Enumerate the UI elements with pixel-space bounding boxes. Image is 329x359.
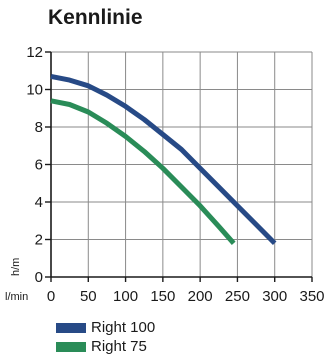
series-line-right-75 — [50, 98, 236, 245]
x-tick-label-350: 350 — [299, 288, 324, 305]
y-axis-label: h/m — [10, 258, 22, 276]
x-tick-label-100: 100 — [113, 288, 138, 305]
x-tick-label-0: 0 — [47, 288, 55, 305]
x-axis-label: l/min — [5, 291, 28, 303]
axes: 0 2 4 6 8 10 12 0 50 100 150 200 250 300 350 h/m l/min — [5, 44, 325, 305]
legend-label-right-100: Right 100 — [91, 319, 156, 336]
y-tick-label-6: 6 — [35, 157, 43, 174]
y-tick-label-10: 10 — [26, 82, 43, 99]
y-tick-label-8: 8 — [35, 119, 43, 136]
y-tick-label-4: 4 — [35, 194, 43, 211]
y-tick-label-0: 0 — [35, 269, 43, 286]
y-tick-label-12: 12 — [26, 44, 43, 61]
legend-item-right-100: Right 100 — [56, 319, 155, 336]
x-tick-label-50: 50 — [80, 288, 97, 305]
x-tick-label-150: 150 — [150, 288, 175, 305]
x-tick-label-250: 250 — [225, 288, 250, 305]
legend-label-right-75: Right 75 — [91, 338, 147, 355]
legend-swatch-right-100 — [56, 322, 86, 333]
legend-item-right-75: Right 75 — [56, 338, 147, 355]
legend-swatch-right-75 — [56, 341, 86, 352]
x-tick-label-200: 200 — [188, 288, 213, 305]
series-line-right-100 — [50, 73, 277, 246]
x-tick-label-300: 300 — [262, 288, 287, 305]
series-layer — [50, 73, 277, 246]
chart-title: Kennlinie — [48, 6, 143, 29]
y-tick-label-2: 2 — [35, 232, 43, 249]
